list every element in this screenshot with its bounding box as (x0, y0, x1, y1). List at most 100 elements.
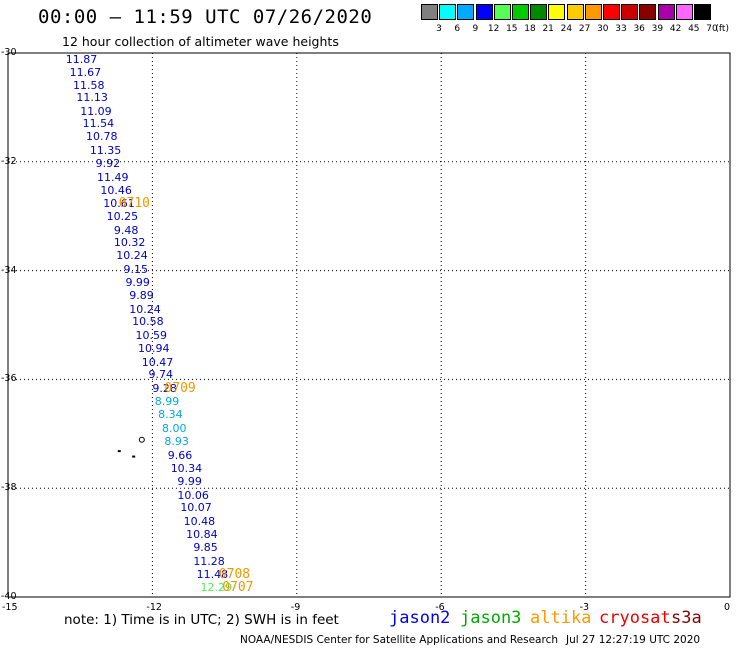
wave-height-reading: 9.66 (167, 448, 193, 462)
legend-tick-label: 70 (706, 24, 718, 34)
pass-time-label: 0707 (222, 579, 254, 595)
map-frame (7, 52, 731, 598)
wave-height-reading: 9.48 (113, 223, 139, 237)
wave-height-reading: 8.93 (164, 434, 189, 448)
legend-swatch (493, 4, 511, 20)
wave-height-reading: 8.99 (154, 395, 180, 409)
wave-height-reading: 11.87 (65, 52, 98, 66)
map-title: 00:00 – 11:59 UTC 07/26/2020 (38, 6, 373, 28)
longitude-tick-label: -9 (290, 602, 301, 613)
satellite-key-jason3: jason3 (460, 608, 522, 628)
wave-height-reading: 9.74 (148, 368, 174, 382)
legend-tick-label: 3 (436, 24, 442, 34)
latitude-tick-label: -40 (1, 591, 17, 602)
generation-timestamp: Jul 27 12:27:19 UTC 2020 (566, 634, 701, 646)
satellite-key-cryosat: cryosat (599, 608, 671, 628)
legend-unit-label: (ft) (715, 24, 729, 34)
wave-height-reading: 9.28 (152, 382, 177, 396)
wave-height-reading: 11.28 (193, 554, 225, 568)
pass-time-label: 0710 (118, 196, 151, 212)
legend-tick-label: 6 (454, 24, 461, 34)
wave-height-reading: 9.99 (125, 276, 150, 290)
legend-tick-label: 15 (506, 24, 518, 34)
wave-height-reading: 10.24 (129, 302, 161, 316)
latitude-tick-label: -36 (1, 373, 17, 385)
longitude-tick-label: 0 (724, 602, 731, 613)
wave-height-reading: 10.34 (170, 461, 203, 475)
legend-tick-label: 27 (578, 24, 591, 34)
satellite-key-s3a: s3a (671, 608, 702, 628)
wave-height-reading: 9.85 (193, 541, 218, 555)
legend-tick-label: 36 (633, 24, 645, 34)
wave-height-reading: 10.94 (137, 342, 170, 356)
legend-tick-label: 33 (615, 24, 627, 34)
wave-height-reading: 11.58 (72, 78, 105, 92)
legend-tick-label: 30 (597, 24, 609, 34)
legend-swatch (566, 4, 584, 20)
longitude-tick-label: -12 (146, 602, 162, 613)
legend-swatch (457, 4, 475, 20)
legend-tick-label: 45 (688, 24, 700, 34)
legend-tick-label: 39 (651, 24, 664, 34)
wave-height-reading: 10.46 (100, 183, 132, 197)
legend-swatch (530, 4, 548, 20)
pass-time-label: 0708 (218, 567, 251, 583)
legend-swatch (512, 4, 529, 20)
legend-swatch (639, 4, 657, 20)
wave-height-reading: 11.49 (97, 170, 129, 184)
wave-height-reading: 9.92 (95, 156, 121, 170)
legend-tick-label: 12 (487, 24, 500, 34)
latitude-tick-label: -30 (1, 47, 17, 58)
latitude-tick-label: -32 (1, 155, 17, 167)
legend-swatch (675, 4, 693, 20)
legend-swatch (475, 4, 493, 20)
wave-height-reading: 10.59 (135, 328, 168, 342)
wave-height-reading: 9.89 (129, 289, 154, 303)
legend-tick-label: 18 (524, 24, 536, 34)
satellite-key-jason2: jason2 (389, 608, 451, 628)
wave-height-reading: 11.48 (196, 568, 229, 582)
legend-swatch (603, 4, 620, 20)
latitude-tick-label: -34 (1, 264, 17, 276)
wave-height-reading: 10.07 (180, 501, 212, 515)
wave-height-reading: 11.35 (89, 143, 122, 157)
wave-height-reading: 11.54 (82, 117, 115, 131)
legend-tick-label: 24 (560, 24, 573, 34)
latitude-tick-label: -38 (1, 482, 17, 494)
longitude-tick-label: -6 (435, 602, 445, 613)
map-subtitle: 12 hour collection of altimeter wave hei… (62, 34, 339, 49)
legend-swatch (657, 4, 675, 20)
island-outline (138, 436, 145, 443)
wave-height-reading: 11.67 (69, 66, 102, 80)
legend-swatch (584, 4, 602, 20)
wave-height-reading: 10.24 (116, 249, 148, 263)
wave-height-reading: 10.06 (177, 488, 209, 502)
legend-tick-label: 42 (669, 24, 682, 34)
wave-height-reading: 11.13 (76, 91, 108, 105)
legend-swatch (548, 4, 566, 20)
islet-marker (132, 455, 136, 458)
wave-height-reading: 9.15 (123, 262, 149, 276)
longitude-tick-label: -15 (2, 602, 18, 613)
credit-line: NOAA/NESDIS Center for Satellite Applica… (240, 634, 558, 646)
pass-time-label: 0709 (164, 381, 196, 397)
legend-swatch (621, 4, 639, 20)
wave-height-reading: 8.34 (158, 408, 183, 422)
longitude-tick-label: -3 (579, 602, 590, 613)
wave-height-reading: 10.32 (113, 236, 146, 250)
wave-height-reading: 10.84 (186, 527, 218, 541)
wave-height-reading: 10.25 (106, 210, 139, 224)
legend-swatch (694, 4, 711, 20)
wave-height-reading: 12.29 (200, 580, 233, 594)
wave-height-reading: 10.78 (85, 130, 118, 144)
wave-height-reading: 11.09 (80, 104, 112, 118)
wave-height-reading: 8.00 (162, 421, 187, 435)
wave-height-reading: 10.47 (141, 355, 174, 369)
satellite-key-altika: altika (530, 608, 592, 628)
footer-note: note: 1) Time is in UTC; 2) SWH is in fe… (64, 612, 339, 628)
legend-tick-label: 21 (542, 24, 554, 34)
wave-height-reading: 10.48 (183, 514, 216, 528)
wave-height-reading: 10.58 (132, 315, 164, 329)
